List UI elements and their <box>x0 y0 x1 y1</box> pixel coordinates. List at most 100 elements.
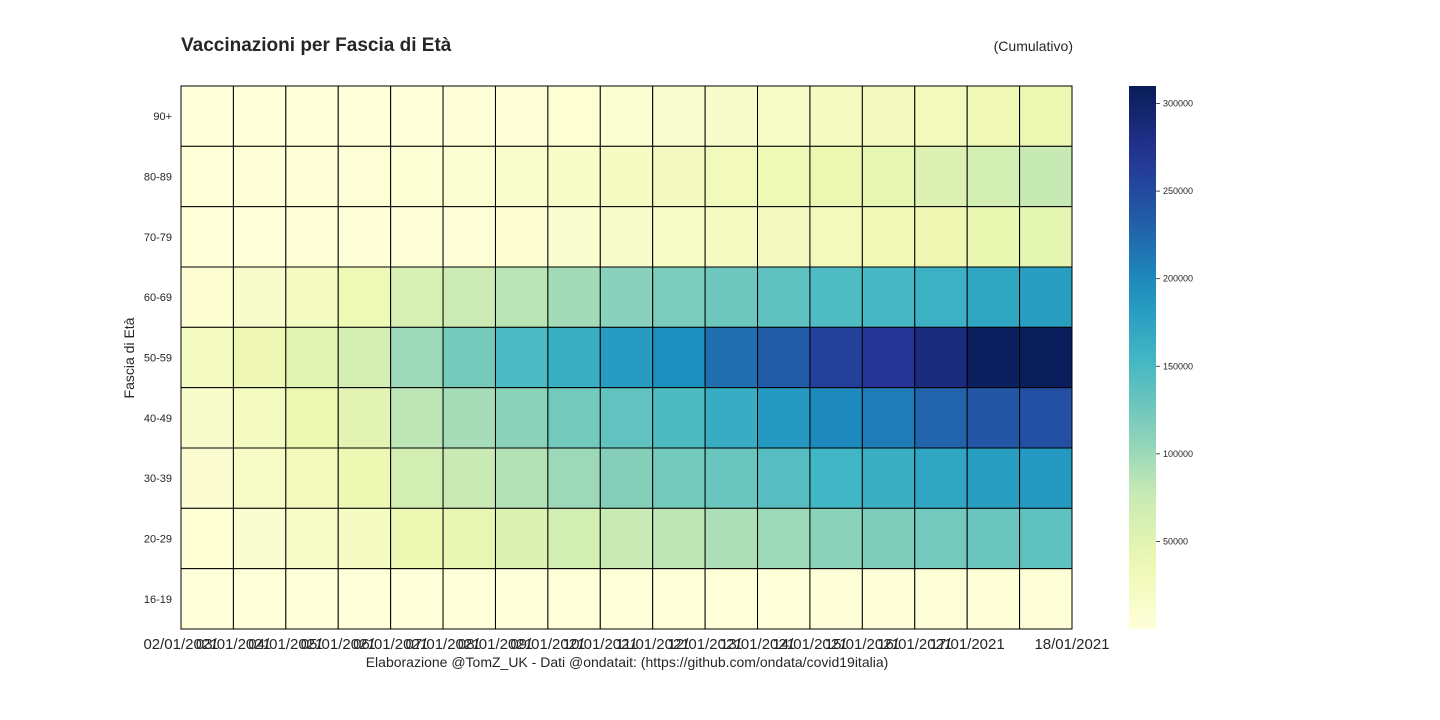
heatmap-cell <box>599 507 654 570</box>
x-tick-label: 02/01/2021 <box>143 636 218 653</box>
heatmap-cell <box>861 145 916 208</box>
heatmap-cell <box>390 326 444 389</box>
heatmap-cell <box>442 326 496 389</box>
heatmap-cell <box>966 387 1021 449</box>
heatmap-cell <box>914 266 968 328</box>
colorbar-tick-label: 100000 <box>1163 449 1193 459</box>
heatmap-cell <box>337 206 392 268</box>
heatmap-cell <box>809 387 863 449</box>
heatmap-cell <box>494 145 549 208</box>
heatmap-cell <box>1019 85 1073 147</box>
heatmap-cell <box>861 507 916 570</box>
heatmap-cell <box>232 568 287 630</box>
heatmap-cell <box>914 206 968 268</box>
colorbar <box>1129 86 1156 629</box>
heatmap-cell <box>652 568 706 630</box>
heatmap-cell <box>285 145 339 208</box>
colorbar-tick-label: 200000 <box>1163 274 1193 284</box>
x-tick-label: 13/01/2021 <box>720 636 795 653</box>
heatmap-cell <box>757 447 811 509</box>
colorbar-tick-label: 50000 <box>1163 536 1188 546</box>
heatmap-cell <box>652 145 706 208</box>
heatmap-cell <box>232 387 287 449</box>
heatmap-cell <box>704 206 759 268</box>
heatmap-cell <box>757 387 811 449</box>
heatmap-cell <box>966 507 1021 570</box>
x-tick-label: 04/01/2021 <box>248 636 323 653</box>
heatmap-cell <box>337 145 392 208</box>
heatmap-cell <box>442 387 496 449</box>
x-tick-label: 17/01/2021 <box>930 636 1005 653</box>
colorbar-ticks: 50000 100000 150000 200000 250000 300000 <box>1156 99 1193 546</box>
x-tick-label: 11/01/2021 <box>616 636 690 653</box>
heatmap-cell <box>1019 507 1073 570</box>
x-tick-label: 03/01/2021 <box>196 636 271 653</box>
x-tick-label: 15/01/2021 <box>825 636 900 653</box>
heatmap-cell <box>232 206 287 268</box>
heatmap-cells <box>180 85 1073 630</box>
heatmap-cell <box>861 266 916 328</box>
x-tick-label: 12/01/2021 <box>668 636 743 653</box>
heatmap-cell <box>599 447 654 509</box>
heatmap-cell <box>285 447 339 509</box>
heatmap-cell <box>861 447 916 509</box>
colorbar-tick-label: 300000 <box>1163 99 1193 109</box>
heatmap-cell <box>390 85 444 147</box>
heatmap-cell <box>599 387 654 449</box>
x-tick-label: 05/01/2021 <box>301 636 376 653</box>
heatmap-cell <box>232 145 287 208</box>
heatmap-cell <box>232 266 287 328</box>
heatmap-cell <box>599 568 654 630</box>
heatmap-cell <box>390 507 444 570</box>
x-tick-label: 18/01/2021 <box>1034 636 1109 653</box>
heatmap-cell <box>652 387 706 449</box>
heatmap-cell <box>285 507 339 570</box>
heatmap-cell <box>232 326 287 389</box>
heatmap-cell <box>547 326 601 389</box>
heatmap-cell <box>494 507 549 570</box>
y-tick-label: 90+ <box>153 111 172 123</box>
heatmap-cell <box>442 266 496 328</box>
y-tick-label: 20-29 <box>144 534 172 546</box>
heatmap-cell <box>180 145 234 208</box>
heatmap-cell <box>966 568 1021 630</box>
heatmap-cell <box>494 568 549 630</box>
heatmap-cell <box>180 447 234 509</box>
heatmap-cell <box>1019 447 1073 509</box>
y-tick-label: 60-69 <box>144 292 172 304</box>
heatmap-cell <box>599 206 654 268</box>
heatmap-cell <box>966 326 1021 389</box>
heatmap-cell <box>547 387 601 449</box>
heatmap-cell <box>547 507 601 570</box>
heatmap-cell <box>861 387 916 449</box>
heatmap-cell <box>809 85 863 147</box>
heatmap-cell <box>180 387 234 449</box>
heatmap-cell <box>1019 568 1073 630</box>
heatmap-cell <box>390 387 444 449</box>
heatmap-cell <box>547 266 601 328</box>
x-tick-label: 16/01/2021 <box>877 636 952 653</box>
heatmap-cell <box>1019 326 1073 389</box>
heatmap-cell <box>704 387 759 449</box>
heatmap-cell <box>966 206 1021 268</box>
heatmap-cell <box>652 507 706 570</box>
heatmap-cell <box>914 145 968 208</box>
heatmap-cell <box>180 206 234 268</box>
heatmap-cell <box>337 387 392 449</box>
heatmap-cell <box>337 326 392 389</box>
heatmap-cell <box>232 85 287 147</box>
heatmap-cell <box>914 447 968 509</box>
x-tick-label: 07/01/2021 <box>406 636 481 653</box>
heatmap-cell <box>390 447 444 509</box>
heatmap-cell <box>757 206 811 268</box>
heatmap-cell <box>704 266 759 328</box>
heatmap-cell <box>1019 145 1073 208</box>
heatmap-cell <box>652 326 706 389</box>
y-tick-labels: 90+ 80-89 70-79 60-69 50-59 40-49 30-39 20-29 16… <box>144 111 172 606</box>
heatmap-cell <box>285 85 339 147</box>
heatmap-cell <box>337 507 392 570</box>
heatmap-cell <box>652 206 706 268</box>
heatmap-cell <box>914 387 968 449</box>
heatmap-cell <box>757 145 811 208</box>
